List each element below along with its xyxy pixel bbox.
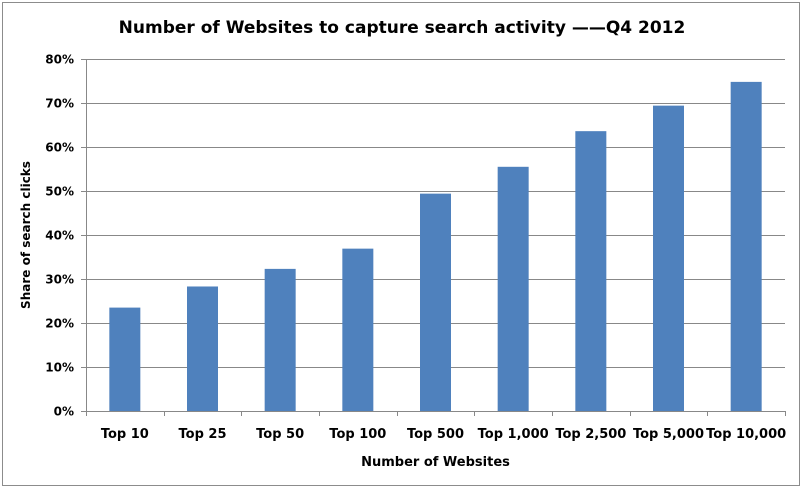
- bar-top-50: [264, 268, 296, 411]
- x-axis-label: Number of Websites: [361, 455, 510, 470]
- x-tick-label: Top 5,000: [633, 427, 704, 442]
- bar-top-100: [342, 248, 374, 411]
- x-tick-label: Top 1,000: [478, 427, 549, 442]
- y-tick-label: 20%: [45, 317, 74, 331]
- y-tick-label: 0%: [54, 405, 74, 419]
- bar-top-10: [109, 307, 141, 411]
- y-tick-label: 60%: [45, 141, 74, 155]
- bar-top-1-000: [497, 166, 529, 411]
- x-tick-label: Top 25: [179, 427, 227, 442]
- y-tick-label: 70%: [45, 97, 74, 111]
- x-tick-label: Top 10,000: [706, 427, 786, 442]
- x-tick-label: Top 10: [101, 427, 149, 442]
- x-tick-label: Top 50: [256, 427, 304, 442]
- bar-top-25: [187, 286, 218, 411]
- y-tick-label: 40%: [45, 229, 74, 243]
- bar-top-2-500: [575, 131, 607, 411]
- x-tick-label: Top 100: [329, 427, 386, 442]
- bar-top-10-000: [730, 81, 762, 411]
- y-tick-label: 80%: [45, 53, 74, 67]
- y-tick-label: 10%: [45, 361, 74, 375]
- x-tick-label: Top 500: [407, 427, 464, 442]
- x-tick-label: Top 2,500: [555, 427, 626, 442]
- chart-title: Number of Websites to capture search act…: [118, 18, 686, 38]
- y-tick-label: 30%: [45, 273, 74, 287]
- y-tick-label: 50%: [45, 185, 74, 199]
- bar-top-5-000: [653, 105, 684, 411]
- bar-top-500: [420, 193, 451, 411]
